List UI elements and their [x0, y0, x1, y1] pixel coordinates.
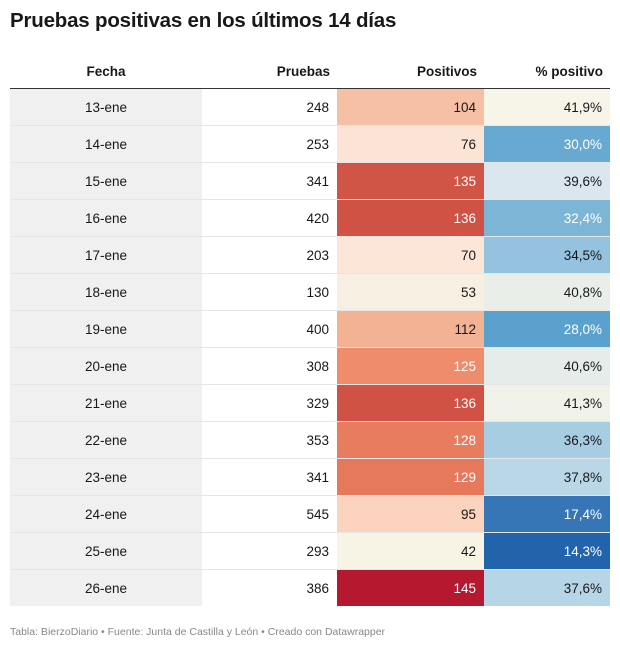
table-row: 14-ene 253 76 30,0%: [10, 125, 610, 163]
column-header-pruebas[interactable]: Pruebas: [202, 55, 337, 89]
cell-positivos: 76: [337, 125, 484, 163]
cell-positivos: 136: [337, 384, 484, 422]
data-table: Fecha Pruebas Positivos % positivo 13-en…: [10, 55, 610, 606]
cell-pruebas: 329: [202, 384, 337, 422]
table-row: 17-ene 203 70 34,5%: [10, 236, 610, 274]
column-header-pct-positivo[interactable]: % positivo: [484, 55, 610, 89]
cell-positivos: 70: [337, 236, 484, 274]
cell-pct-positivo: 14,3%: [484, 532, 610, 570]
cell-pct-positivo: 41,3%: [484, 384, 610, 422]
cell-fecha: 15-ene: [10, 162, 202, 200]
cell-positivos: 145: [337, 569, 484, 606]
table-title: Pruebas positivas en los últimos 14 días: [10, 9, 397, 32]
cell-pruebas: 353: [202, 421, 337, 459]
cell-pct-positivo: 17,4%: [484, 495, 610, 533]
cell-pruebas: 400: [202, 310, 337, 348]
cell-positivos: 128: [337, 421, 484, 459]
table-row: 18-ene 130 53 40,8%: [10, 273, 610, 311]
cell-pruebas: 341: [202, 458, 337, 496]
cell-pct-positivo: 37,6%: [484, 569, 610, 606]
cell-pruebas: 248: [202, 88, 337, 126]
cell-pruebas: 341: [202, 162, 337, 200]
cell-positivos: 95: [337, 495, 484, 533]
column-header-fecha[interactable]: Fecha: [10, 55, 202, 89]
cell-fecha: 14-ene: [10, 125, 202, 163]
cell-fecha: 21-ene: [10, 384, 202, 422]
cell-fecha: 17-ene: [10, 236, 202, 274]
cell-pct-positivo: 40,6%: [484, 347, 610, 385]
cell-pct-positivo: 30,0%: [484, 125, 610, 163]
table-row: 23-ene 341 129 37,8%: [10, 458, 610, 496]
table-row: 15-ene 341 135 39,6%: [10, 162, 610, 200]
cell-positivos: 42: [337, 532, 484, 570]
cell-pct-positivo: 32,4%: [484, 199, 610, 237]
cell-pruebas: 130: [202, 273, 337, 311]
cell-pruebas: 545: [202, 495, 337, 533]
cell-positivos: 136: [337, 199, 484, 237]
cell-fecha: 22-ene: [10, 421, 202, 459]
cell-positivos: 135: [337, 162, 484, 200]
cell-fecha: 26-ene: [10, 569, 202, 606]
cell-fecha: 25-ene: [10, 532, 202, 570]
cell-fecha: 23-ene: [10, 458, 202, 496]
table-row: 24-ene 545 95 17,4%: [10, 495, 610, 533]
cell-pruebas: 293: [202, 532, 337, 570]
cell-pct-positivo: 40,8%: [484, 273, 610, 311]
cell-positivos: 104: [337, 88, 484, 126]
cell-pruebas: 308: [202, 347, 337, 385]
cell-pct-positivo: 34,5%: [484, 236, 610, 274]
cell-positivos: 53: [337, 273, 484, 311]
cell-positivos: 125: [337, 347, 484, 385]
footer-credits: Tabla: BierzoDiario • Fuente: Junta de C…: [10, 626, 386, 638]
cell-positivos: 112: [337, 310, 484, 348]
table-row: 16-ene 420 136 32,4%: [10, 199, 610, 237]
table-row: 13-ene 248 104 41,9%: [10, 88, 610, 126]
cell-pct-positivo: 41,9%: [484, 88, 610, 126]
cell-positivos: 129: [337, 458, 484, 496]
cell-fecha: 16-ene: [10, 199, 202, 237]
cell-pct-positivo: 39,6%: [484, 162, 610, 200]
table-row: 20-ene 308 125 40,6%: [10, 347, 610, 385]
cell-pct-positivo: 36,3%: [484, 421, 610, 459]
cell-fecha: 19-ene: [10, 310, 202, 348]
cell-pct-positivo: 37,8%: [484, 458, 610, 496]
table-row: 19-ene 400 112 28,0%: [10, 310, 610, 348]
header-row: Fecha Pruebas Positivos % positivo: [10, 55, 610, 89]
cell-fecha: 20-ene: [10, 347, 202, 385]
cell-pruebas: 203: [202, 236, 337, 274]
table-body: 13-ene 248 104 41,9% 14-ene 253 76 30,0% 15-ene 3…: [10, 88, 610, 606]
cell-pruebas: 386: [306, 580, 329, 596]
table-row: 26-ene 386 145 37,6%: [10, 569, 610, 606]
cell-pruebas: 253: [202, 125, 337, 163]
table-row: 21-ene 329 136 41,3%: [10, 384, 610, 422]
cell-fecha: 24-ene: [10, 495, 202, 533]
cell-pct-positivo: 28,0%: [484, 310, 610, 348]
cell-fecha: 13-ene: [10, 88, 202, 126]
table-row: 25-ene 293 42 14,3%: [10, 532, 610, 570]
table-row: 22-ene 353 128 36,3%: [10, 421, 610, 459]
cell-fecha: 18-ene: [10, 273, 202, 311]
column-header-positivos[interactable]: Positivos: [337, 55, 484, 89]
cell-pruebas: 420: [202, 199, 337, 237]
